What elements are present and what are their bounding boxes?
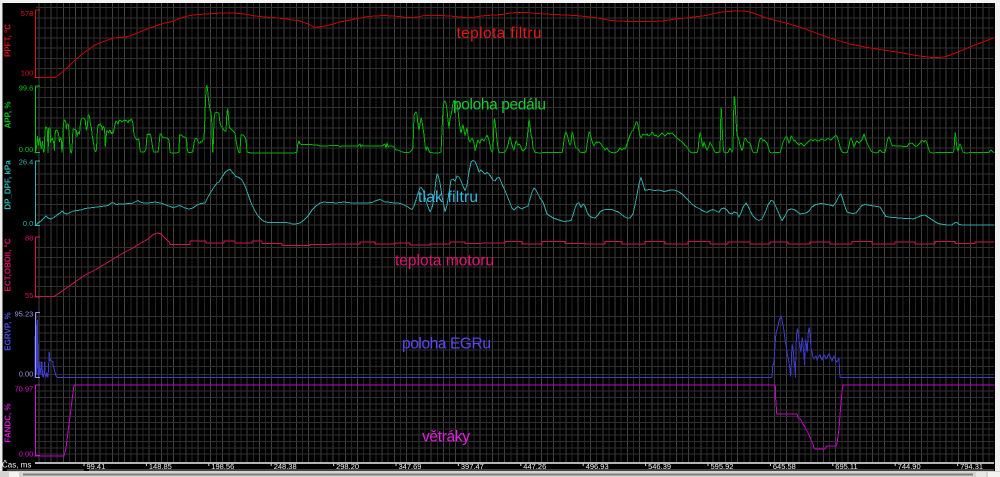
svg-text:645.58: 645.58 — [773, 462, 796, 471]
svg-text:447.26: 447.26 — [523, 462, 546, 471]
svg-text:APP, %: APP, % — [4, 102, 13, 129]
svg-text:EGRVP, %: EGRVP, % — [4, 312, 13, 350]
svg-text:88: 88 — [25, 233, 33, 242]
svg-text:tlak filtru: tlak filtru — [418, 189, 478, 206]
svg-text:teplota filtru: teplota filtru — [457, 25, 542, 42]
svg-text:546.39: 546.39 — [648, 462, 671, 471]
svg-text:99.41: 99.41 — [87, 462, 106, 471]
svg-text:794.31: 794.31 — [960, 462, 983, 471]
svg-text:PPFT, °C: PPFT, °C — [4, 24, 13, 57]
svg-text:298.20: 298.20 — [336, 462, 359, 471]
svg-text:ECT,OBDII, °C: ECT,OBDII, °C — [4, 238, 13, 291]
svg-text:248.38: 248.38 — [274, 462, 297, 471]
svg-text:FANDC, %: FANDC, % — [4, 403, 13, 442]
svg-text:Čas, ms: Čas, ms — [2, 461, 31, 470]
svg-text:55: 55 — [25, 291, 33, 300]
svg-text:26.4: 26.4 — [19, 157, 34, 166]
svg-text:teplota motoru: teplota motoru — [395, 253, 494, 270]
svg-text:148.85: 148.85 — [149, 462, 172, 471]
svg-text:0.00: 0.00 — [19, 369, 34, 378]
svg-text:poloha EGRu: poloha EGRu — [402, 336, 491, 353]
svg-text:578: 578 — [21, 9, 34, 18]
svg-text:DP_DPF, kPa: DP_DPF, kPa — [4, 160, 13, 210]
svg-text:100: 100 — [21, 68, 34, 77]
svg-text:70.97: 70.97 — [15, 384, 34, 393]
svg-text:0.00: 0.00 — [19, 145, 34, 154]
svg-text:0.00: 0.00 — [19, 449, 34, 458]
svg-text:95.23: 95.23 — [15, 310, 34, 319]
svg-text:744.90: 744.90 — [898, 462, 921, 471]
svg-text:198.56: 198.56 — [211, 462, 234, 471]
svg-text:větráky: větráky — [422, 429, 470, 446]
svg-text:595.92: 595.92 — [711, 462, 734, 471]
svg-text:496.93: 496.93 — [586, 462, 609, 471]
svg-text:347.69: 347.69 — [399, 462, 422, 471]
svg-text:695.11: 695.11 — [835, 462, 857, 471]
svg-text:397.47: 397.47 — [461, 462, 484, 471]
svg-text:99.6: 99.6 — [19, 83, 34, 92]
svg-text:poloha pedálu: poloha pedálu — [453, 97, 546, 114]
svg-text:0.0: 0.0 — [23, 219, 33, 228]
